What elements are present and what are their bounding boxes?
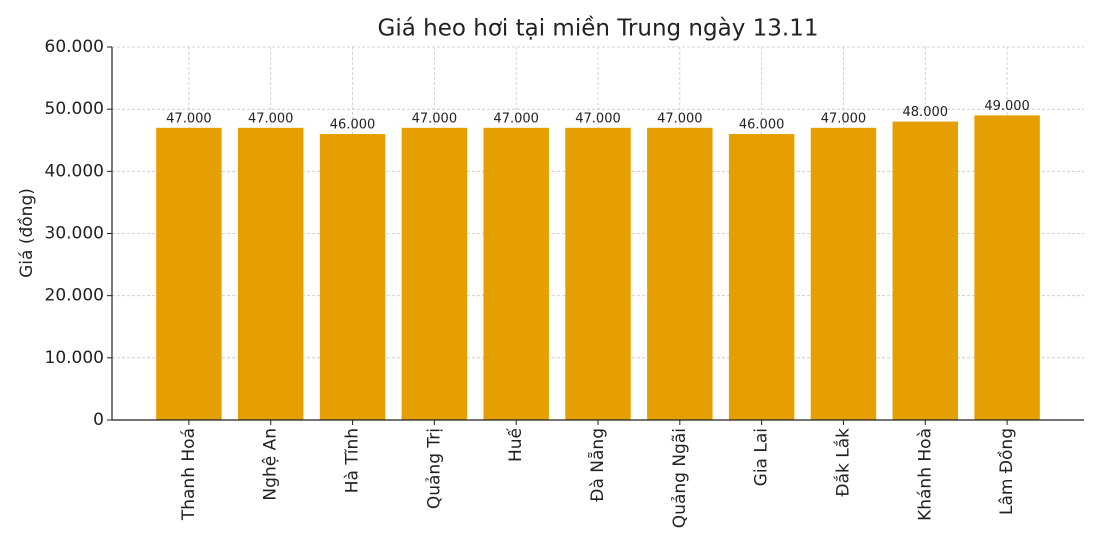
x-tick-label: Thanh Hoá <box>179 428 199 521</box>
y-tick-label: 10.000 <box>45 348 104 368</box>
bar <box>238 127 304 421</box>
value-label: 47.000 <box>412 111 458 126</box>
y-tick-label: 60.000 <box>45 37 104 57</box>
value-label: 47.000 <box>821 111 867 126</box>
bar <box>974 115 1040 420</box>
y-tick-label: 50.000 <box>45 99 104 119</box>
x-tick-label: Đắk Lắk <box>832 428 853 497</box>
bar <box>647 127 713 421</box>
x-tick-label: Quảng Trị <box>424 428 444 509</box>
value-label: 48.000 <box>903 105 949 120</box>
value-label: 46.000 <box>739 118 785 133</box>
bar <box>483 127 549 421</box>
x-tick-label: Quảng Ngãi <box>670 428 690 528</box>
bar <box>892 121 958 420</box>
x-tick-label: Huế <box>505 427 526 462</box>
y-tick-label: 40.000 <box>45 161 104 181</box>
bar <box>810 127 877 421</box>
y-tick-label: 0 <box>93 410 104 430</box>
value-label: 47.000 <box>575 111 621 126</box>
chart-title: Giá heo hơi tại miền Trung ngày 13.11 <box>378 16 819 42</box>
x-tick-label: Lâm Đồng <box>996 428 1017 515</box>
value-label: 47.000 <box>166 111 212 126</box>
y-tick-label: 30.000 <box>45 224 104 244</box>
value-label: 47.000 <box>248 111 294 126</box>
value-label: 49.000 <box>984 99 1030 114</box>
bar <box>401 127 468 421</box>
y-axis-label: Giá (đồng) <box>16 188 37 278</box>
value-label: 47.000 <box>657 111 703 126</box>
bar <box>728 134 795 421</box>
value-label: 46.000 <box>330 118 376 133</box>
x-tick-label: Khánh Hoà <box>915 428 935 521</box>
x-tick-label: Đà Nẵng <box>587 428 608 502</box>
bar <box>156 127 222 421</box>
x-tick-label: Nghệ An <box>261 428 281 501</box>
x-tick-label: Gia Lai <box>752 428 772 486</box>
bar <box>565 127 631 421</box>
bar <box>319 134 386 421</box>
y-tick-label: 20.000 <box>45 286 104 306</box>
x-tick-label: Hà Tĩnh <box>343 428 363 493</box>
value-label: 47.000 <box>493 111 539 126</box>
